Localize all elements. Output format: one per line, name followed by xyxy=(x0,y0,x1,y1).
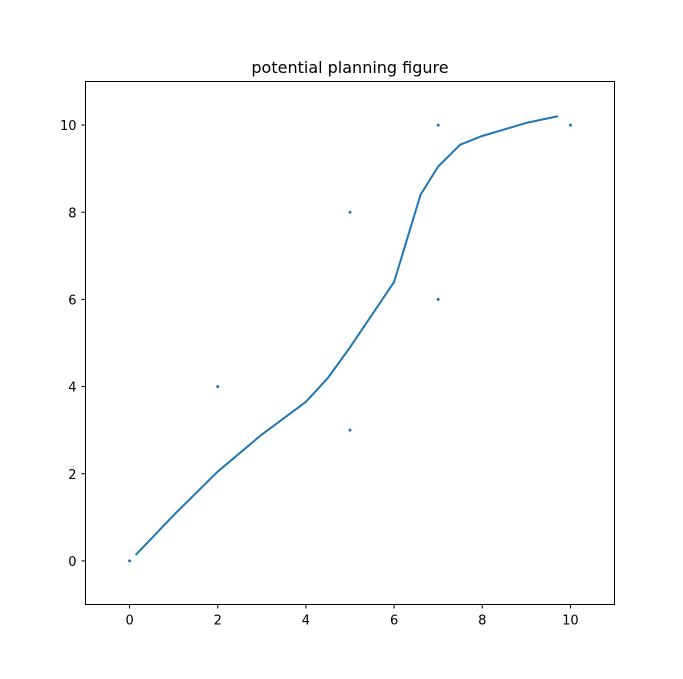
data-point xyxy=(128,559,132,563)
data-point xyxy=(348,428,352,432)
x-tick-label: 4 xyxy=(302,614,310,629)
y-tick-label: 2 xyxy=(68,468,76,483)
plot-area xyxy=(128,115,572,563)
x-tick-label: 2 xyxy=(214,614,222,629)
data-point xyxy=(436,123,440,127)
x-tick-label: 6 xyxy=(390,614,398,629)
y-tick-label: 4 xyxy=(68,381,76,396)
data-point xyxy=(216,385,220,389)
chart-title: potential planning figure xyxy=(251,58,448,77)
y-tick-label: 8 xyxy=(68,206,76,221)
y-tick-label: 10 xyxy=(60,119,77,134)
axes-frame xyxy=(85,81,615,605)
x-tick-label: 8 xyxy=(478,614,486,629)
data-point xyxy=(436,297,440,301)
y-tick-label: 0 xyxy=(68,555,76,570)
data-point xyxy=(348,210,352,214)
y-axis: 0 2 4 6 8 10 xyxy=(60,119,86,570)
x-axis: 0 2 4 6 8 10 xyxy=(125,604,579,629)
x-tick-label: 0 xyxy=(125,614,133,629)
data-point xyxy=(568,123,572,127)
x-tick-label: 10 xyxy=(562,614,579,629)
planned-path-line xyxy=(135,115,559,556)
y-tick-label: 6 xyxy=(68,293,76,308)
